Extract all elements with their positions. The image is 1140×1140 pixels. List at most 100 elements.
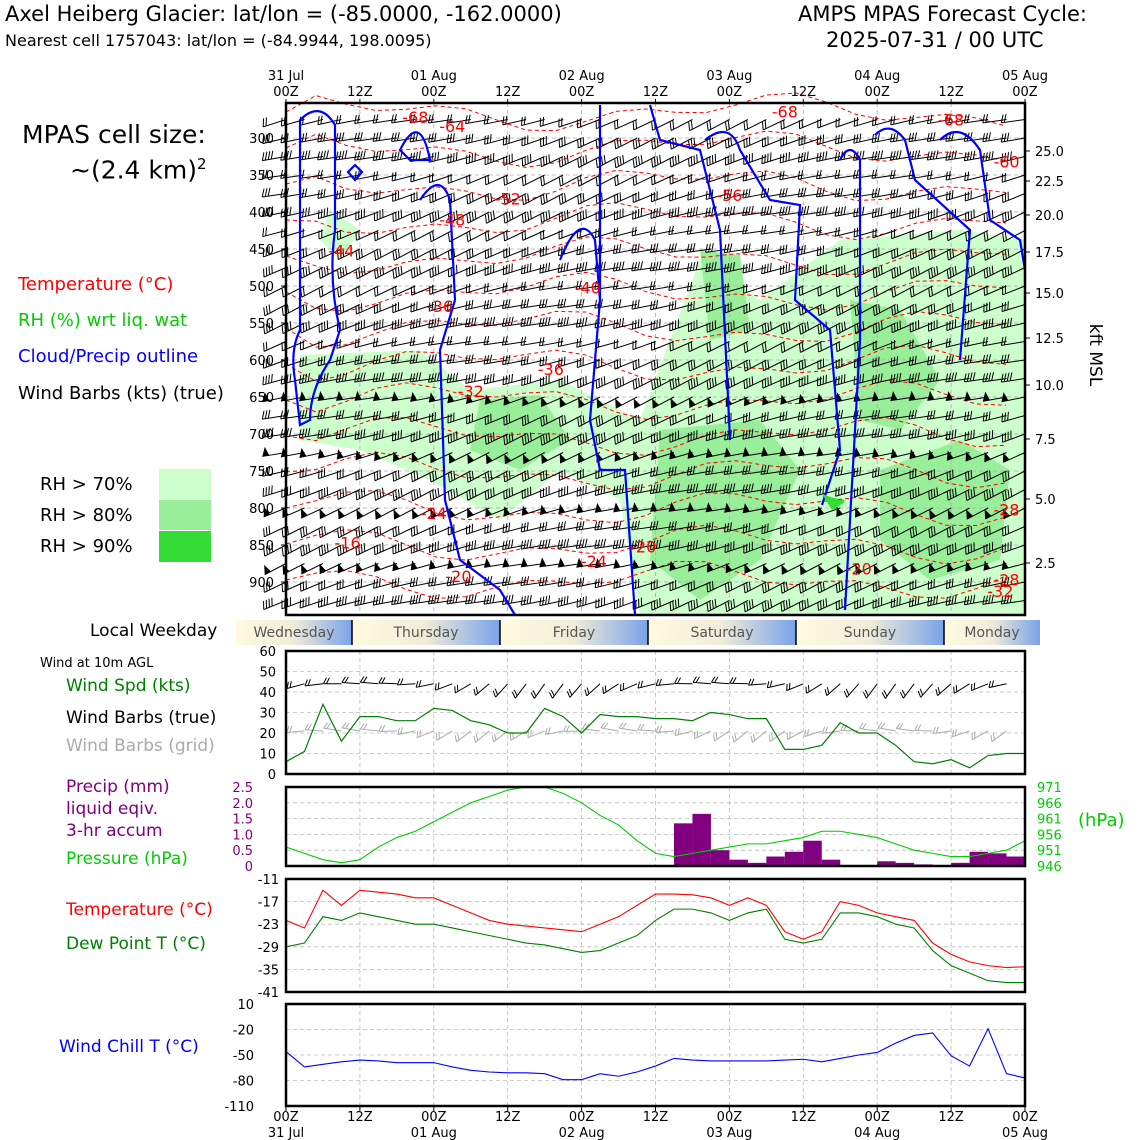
barb-shaft [576, 526, 601, 531]
barb-feather [880, 320, 883, 330]
barb-feather [748, 465, 751, 474]
barb-feather [841, 525, 843, 535]
barb-feather [577, 119, 579, 128]
barb-feather [566, 432, 569, 442]
barb-pennant [705, 447, 713, 458]
barb-feather [281, 249, 283, 258]
barb-feather [819, 206, 822, 216]
barb-feather [668, 226, 671, 235]
barb-feather [529, 539, 532, 548]
barb-feather [742, 430, 745, 440]
barb-shaft [430, 470, 453, 483]
wind-barb [928, 526, 952, 539]
barb-pennant [945, 390, 953, 401]
barb-feather [857, 527, 859, 536]
barb-feather [706, 323, 708, 333]
barb-feather [603, 261, 606, 271]
barb-feather [632, 361, 635, 370]
barb-feather [487, 524, 489, 533]
barb-feather [419, 541, 421, 551]
barb-feather [874, 188, 878, 198]
barb-feather [652, 243, 656, 253]
barb-shaft [355, 452, 379, 461]
barb-feather [649, 226, 653, 236]
barb-feather [711, 541, 714, 551]
barb-feather [841, 544, 844, 554]
barb-feather [751, 483, 754, 492]
barb-feather [807, 542, 809, 552]
barb-feather [486, 134, 489, 144]
barb-shaft [484, 304, 508, 310]
barb-feather [798, 136, 800, 146]
wind-barb [447, 393, 471, 404]
barb-shaft [596, 378, 619, 389]
barb-feather [890, 116, 893, 125]
barb-feather [764, 524, 766, 533]
barb-shaft [447, 322, 471, 328]
barb-feather [577, 379, 579, 388]
barb-feather [483, 355, 487, 365]
barb-feather [972, 372, 976, 381]
barb-feather [767, 377, 769, 386]
wind-barb [335, 409, 360, 420]
barb-feather [798, 546, 801, 556]
barb-shaft [800, 322, 823, 335]
barb-feather [360, 209, 363, 219]
barb-feather [708, 465, 711, 475]
barb-shaft [668, 267, 693, 272]
wind-barb [705, 465, 730, 476]
barb-feather [301, 151, 305, 160]
barb-feather [986, 526, 988, 536]
barb-feather [416, 211, 419, 220]
barb-feather [936, 208, 938, 217]
barb-shaft [707, 119, 730, 132]
barb-feather [653, 379, 656, 389]
wind-barb [929, 507, 952, 520]
barb-feather [431, 133, 434, 142]
barb-feather [268, 304, 271, 314]
barb-feather [825, 374, 827, 384]
barb-feather [834, 428, 838, 438]
wind-barb [575, 261, 601, 273]
barb-shaft [317, 378, 342, 384]
wind-barb [521, 210, 545, 224]
barb-feather [949, 470, 951, 480]
wind-barb [503, 193, 527, 206]
barb-feather [834, 467, 838, 477]
barb-feather [299, 341, 302, 351]
barb-feather [447, 492, 450, 501]
barb-feather [579, 416, 583, 426]
barb-feather [899, 265, 902, 275]
barb-feather [674, 540, 677, 549]
barb-feather [841, 357, 843, 367]
barb-feather [447, 268, 450, 277]
barb-feather [746, 378, 748, 388]
barb-pennant [502, 557, 510, 568]
barb-feather [785, 152, 788, 162]
wind-barb [615, 396, 638, 409]
barb-feather [801, 285, 804, 295]
barb-feather [576, 246, 579, 255]
wind-barb [963, 114, 989, 124]
barb-feather [447, 154, 449, 164]
wind-barb [504, 452, 527, 465]
barb-feather [323, 409, 326, 419]
barb-feather [690, 139, 693, 148]
barb-pennant [614, 451, 622, 462]
barb-feather [471, 432, 474, 442]
wind-barb [946, 562, 970, 573]
barb-feather [271, 543, 274, 553]
barb-feather [742, 264, 745, 274]
barb-shaft [596, 396, 619, 409]
barb-feather [926, 410, 930, 420]
barb-shaft [816, 156, 841, 162]
barb-feather [653, 175, 656, 184]
barb-feather [372, 355, 376, 365]
barb-shaft [523, 193, 545, 206]
barb-pennant [742, 503, 750, 513]
wind-barb [428, 114, 453, 124]
barb-shaft [726, 359, 749, 372]
wind-barb [466, 192, 490, 205]
barb-feather [326, 486, 329, 496]
barb-feather [689, 484, 693, 493]
